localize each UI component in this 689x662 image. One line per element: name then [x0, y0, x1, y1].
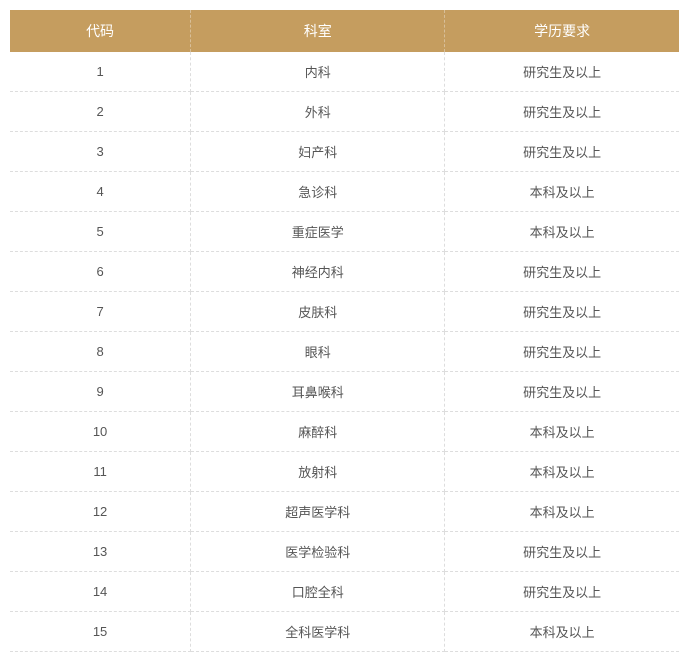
cell-code: 2 [10, 92, 191, 132]
col-header-code: 代码 [10, 10, 191, 52]
cell-dept: 神经内科 [191, 252, 445, 292]
table-row: 8眼科研究生及以上 [10, 332, 679, 372]
cell-edu: 研究生及以上 [445, 132, 679, 172]
table-row: 15全科医学科本科及以上 [10, 612, 679, 652]
cell-dept: 超声医学科 [191, 492, 445, 532]
table-row: 2外科研究生及以上 [10, 92, 679, 132]
table-header: 代码 科室 学历要求 [10, 10, 679, 52]
cell-dept: 皮肤科 [191, 292, 445, 332]
cell-code: 15 [10, 612, 191, 652]
cell-dept: 急诊科 [191, 172, 445, 212]
table-row: 7皮肤科研究生及以上 [10, 292, 679, 332]
cell-dept: 全科医学科 [191, 612, 445, 652]
cell-code: 11 [10, 452, 191, 492]
cell-code: 3 [10, 132, 191, 172]
table-row: 9耳鼻喉科研究生及以上 [10, 372, 679, 412]
cell-code: 10 [10, 412, 191, 452]
col-header-edu: 学历要求 [445, 10, 679, 52]
cell-edu: 研究生及以上 [445, 92, 679, 132]
cell-dept: 医学检验科 [191, 532, 445, 572]
table-row: 11放射科本科及以上 [10, 452, 679, 492]
table-row: 1内科研究生及以上 [10, 52, 679, 92]
table-row: 5重症医学本科及以上 [10, 212, 679, 252]
cell-code: 12 [10, 492, 191, 532]
col-header-dept: 科室 [191, 10, 445, 52]
cell-dept: 妇产科 [191, 132, 445, 172]
cell-edu: 研究生及以上 [445, 572, 679, 612]
cell-code: 13 [10, 532, 191, 572]
table-row: 6神经内科研究生及以上 [10, 252, 679, 292]
cell-code: 1 [10, 52, 191, 92]
cell-edu: 研究生及以上 [445, 532, 679, 572]
cell-dept: 耳鼻喉科 [191, 372, 445, 412]
cell-dept: 外科 [191, 92, 445, 132]
cell-edu: 本科及以上 [445, 412, 679, 452]
cell-edu: 研究生及以上 [445, 292, 679, 332]
cell-dept: 重症医学 [191, 212, 445, 252]
table-row: 3妇产科研究生及以上 [10, 132, 679, 172]
cell-code: 7 [10, 292, 191, 332]
cell-edu: 本科及以上 [445, 212, 679, 252]
cell-code: 14 [10, 572, 191, 612]
table-row: 12超声医学科本科及以上 [10, 492, 679, 532]
table-row: 4急诊科本科及以上 [10, 172, 679, 212]
cell-dept: 眼科 [191, 332, 445, 372]
table-body: 1内科研究生及以上2外科研究生及以上3妇产科研究生及以上4急诊科本科及以上5重症… [10, 52, 679, 652]
cell-code: 6 [10, 252, 191, 292]
cell-dept: 内科 [191, 52, 445, 92]
table-row: 13医学检验科研究生及以上 [10, 532, 679, 572]
cell-edu: 本科及以上 [445, 452, 679, 492]
cell-edu: 研究生及以上 [445, 52, 679, 92]
cell-code: 4 [10, 172, 191, 212]
cell-dept: 口腔全科 [191, 572, 445, 612]
cell-code: 5 [10, 212, 191, 252]
cell-dept: 麻醉科 [191, 412, 445, 452]
cell-edu: 研究生及以上 [445, 252, 679, 292]
cell-edu: 研究生及以上 [445, 332, 679, 372]
cell-edu: 本科及以上 [445, 612, 679, 652]
department-table: 代码 科室 学历要求 1内科研究生及以上2外科研究生及以上3妇产科研究生及以上4… [10, 10, 679, 652]
table-row: 14口腔全科研究生及以上 [10, 572, 679, 612]
table-row: 10麻醉科本科及以上 [10, 412, 679, 452]
cell-edu: 本科及以上 [445, 492, 679, 532]
cell-edu: 研究生及以上 [445, 372, 679, 412]
cell-edu: 本科及以上 [445, 172, 679, 212]
cell-dept: 放射科 [191, 452, 445, 492]
cell-code: 9 [10, 372, 191, 412]
cell-code: 8 [10, 332, 191, 372]
